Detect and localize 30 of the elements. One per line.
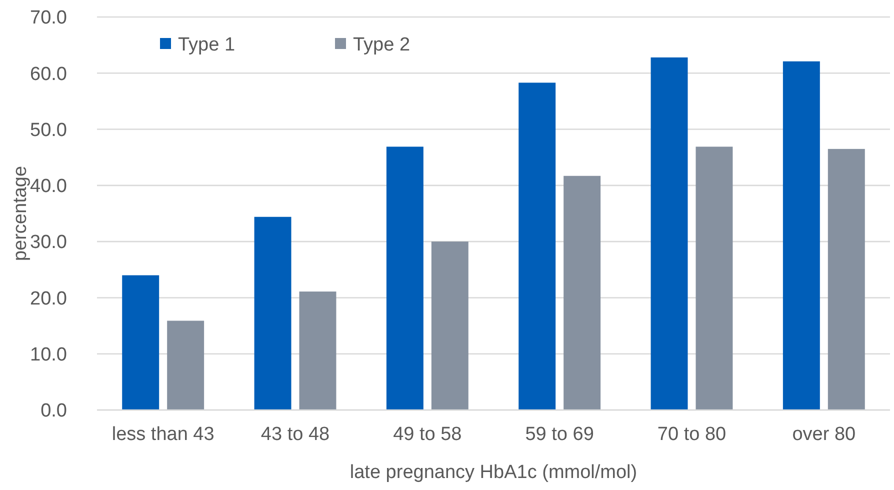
x-tick-label: 43 to 48: [260, 424, 330, 445]
y-tick-label: 10.0: [30, 344, 67, 366]
bar: [696, 146, 733, 410]
x-tick-label: less than 43: [112, 424, 214, 445]
bar: [254, 216, 292, 410]
x-tick-label: over 80: [792, 424, 856, 445]
legend-label: Type 2: [353, 34, 410, 56]
x-tick-label: 70 to 80: [657, 424, 726, 445]
bar: [299, 292, 336, 410]
y-tick-label: 70.0: [30, 8, 67, 29]
bar: [650, 57, 688, 410]
y-tick-label: 50.0: [30, 120, 67, 141]
bar: [518, 82, 556, 410]
y-tick-label: 0.0: [40, 400, 67, 422]
bar: [122, 275, 160, 410]
x-axis-title: late pregnancy HbA1c (mmol/mol): [350, 462, 638, 483]
y-axis-title: percentage: [10, 166, 31, 262]
y-tick-label: 60.0: [30, 64, 67, 85]
bar: [386, 146, 424, 410]
x-tick-label: 49 to 58: [393, 424, 462, 445]
y-tick-label: 20.0: [30, 288, 67, 310]
bar: [167, 320, 204, 410]
bar: [782, 61, 820, 410]
bar: [828, 148, 865, 410]
y-tick-label: 30.0: [30, 232, 67, 254]
bar: [564, 176, 601, 410]
y-tick-label: 40.0: [30, 176, 67, 198]
x-tick-label: 59 to 69: [525, 424, 594, 445]
legend-label: Type 1: [178, 34, 236, 56]
bar: [431, 242, 468, 410]
